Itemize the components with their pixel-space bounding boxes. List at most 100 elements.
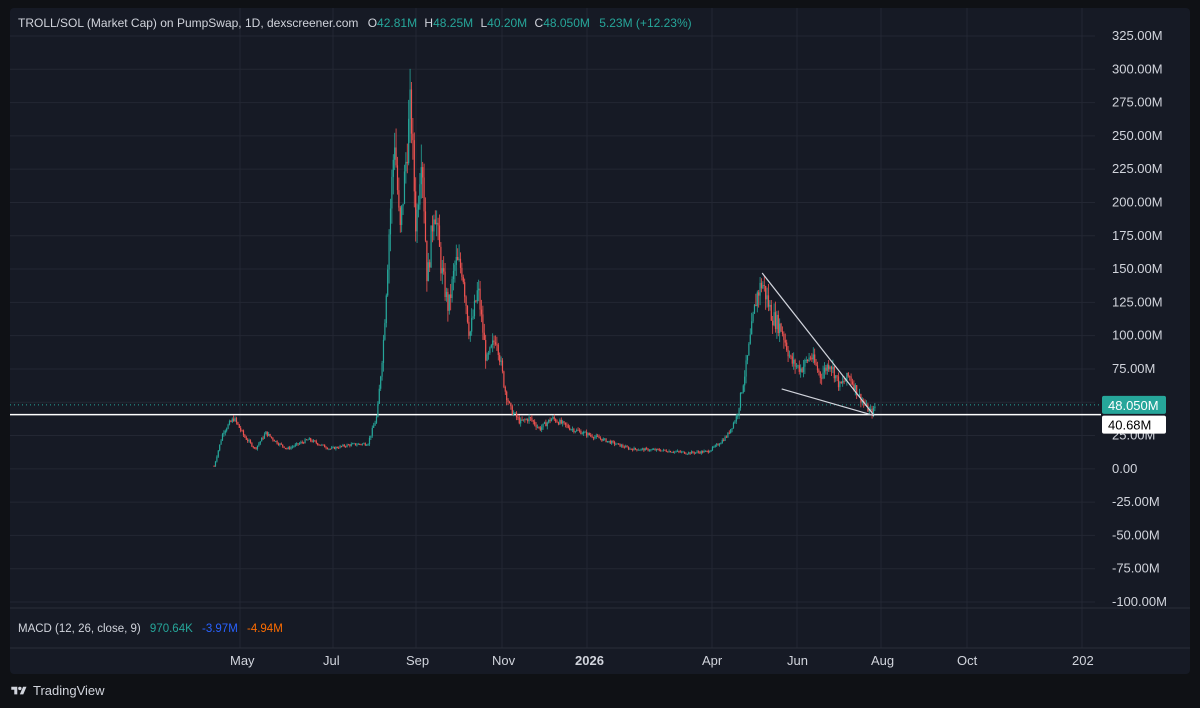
candle-body	[786, 342, 788, 351]
candle-body	[494, 342, 497, 345]
candle-body	[809, 357, 812, 359]
x-tick-label: 2026	[575, 653, 604, 668]
candle-body	[697, 451, 700, 453]
candle-body	[794, 359, 796, 367]
candle-body	[336, 447, 338, 448]
candle-body	[352, 443, 354, 445]
candle-body	[597, 435, 599, 437]
candle-body	[576, 429, 578, 432]
candle-body	[360, 444, 362, 446]
candle-body	[727, 432, 729, 438]
candle-body	[606, 441, 609, 443]
chart-frame[interactable]: 325.00M 300.00M 275.00M 250.00M 225.00M 200.0…	[10, 8, 1190, 674]
candle-body	[466, 305, 469, 322]
candle-body	[837, 376, 840, 388]
candle-body	[776, 314, 778, 330]
candle-body	[688, 452, 690, 454]
candle-body	[276, 440, 278, 444]
candle-body	[216, 456, 218, 462]
candle-body	[553, 417, 555, 420]
y-tick-label: 100.00M	[1112, 328, 1163, 343]
chart-canvas[interactable]: 325.00M 300.00M 275.00M 250.00M 225.00M 200.0…	[10, 8, 1190, 674]
candle-body	[290, 447, 292, 449]
candle-body	[658, 449, 660, 451]
candle-body	[422, 167, 424, 178]
candle-body	[364, 443, 366, 446]
candle-body	[483, 332, 485, 341]
candle-body	[417, 204, 420, 210]
candle-body	[746, 355, 749, 361]
candle-body	[392, 159, 394, 177]
candle-body	[480, 309, 483, 315]
candle-body	[840, 381, 842, 384]
candle-body	[427, 262, 429, 282]
candle-body	[375, 416, 378, 423]
horizontal-level-badge-bg	[1102, 415, 1166, 434]
candle-body	[871, 408, 873, 415]
candle-body	[237, 422, 239, 425]
macd-legend[interactable]: MACD (12, 26, close, 9) 970.64K -3.97M -…	[18, 623, 283, 635]
candle-body	[304, 439, 306, 444]
candle-body	[728, 432, 730, 434]
candle-body	[552, 417, 554, 419]
x-tick-label: 202	[1072, 653, 1094, 668]
candle-body	[674, 451, 676, 453]
candle-body	[423, 177, 425, 212]
x-tick-label: Apr	[702, 653, 723, 668]
candle-body	[804, 360, 806, 367]
candle-body	[371, 427, 373, 436]
candle-body	[291, 446, 294, 448]
candle-body	[510, 402, 512, 407]
candle-body	[433, 219, 435, 232]
candle-body	[759, 282, 761, 296]
candle-body	[385, 295, 387, 324]
candle-body	[710, 450, 712, 452]
candle-body	[459, 258, 462, 268]
candle-body	[227, 424, 229, 429]
tradingview-footer[interactable]: TradingView	[10, 683, 105, 698]
candle-body	[539, 427, 541, 430]
candle-body	[315, 441, 317, 444]
candle-body	[280, 443, 282, 445]
candle-body	[678, 450, 680, 452]
candle-body	[570, 429, 572, 431]
candle-body	[451, 279, 453, 298]
candle-body	[555, 419, 557, 422]
candle-body	[686, 453, 688, 455]
candle-body	[730, 429, 732, 434]
candle-body	[347, 444, 350, 446]
candle-body	[353, 443, 355, 445]
candle-body	[655, 448, 658, 451]
y-tick-label: 225.00M	[1112, 161, 1163, 176]
candle-body	[324, 444, 326, 448]
candle-body	[672, 452, 674, 453]
candle-body	[221, 434, 224, 441]
candle-body	[486, 354, 488, 361]
candle-body	[328, 448, 330, 450]
candle-body	[604, 438, 606, 440]
candle-body	[471, 318, 473, 332]
candle-body	[737, 414, 739, 417]
candle-body	[625, 446, 627, 448]
candle-body	[223, 432, 225, 435]
candle-body	[231, 418, 233, 422]
candle-body	[443, 268, 445, 272]
candle-body	[441, 268, 443, 274]
candle-body	[853, 384, 855, 390]
candle-body	[787, 350, 789, 357]
candle-body	[752, 313, 754, 322]
candle-body	[811, 357, 813, 360]
candle-body	[641, 448, 644, 450]
candle-body	[448, 294, 450, 311]
candle-body	[546, 422, 548, 427]
candle-body	[797, 365, 799, 367]
candle-body	[378, 388, 380, 404]
candle-body	[679, 451, 681, 453]
candle-body	[695, 452, 697, 454]
candle-body	[261, 437, 263, 442]
candle-body	[765, 285, 767, 300]
candle-body	[305, 439, 308, 441]
candle-body	[808, 357, 810, 361]
candle-body	[482, 314, 484, 333]
candle-body	[440, 246, 442, 274]
